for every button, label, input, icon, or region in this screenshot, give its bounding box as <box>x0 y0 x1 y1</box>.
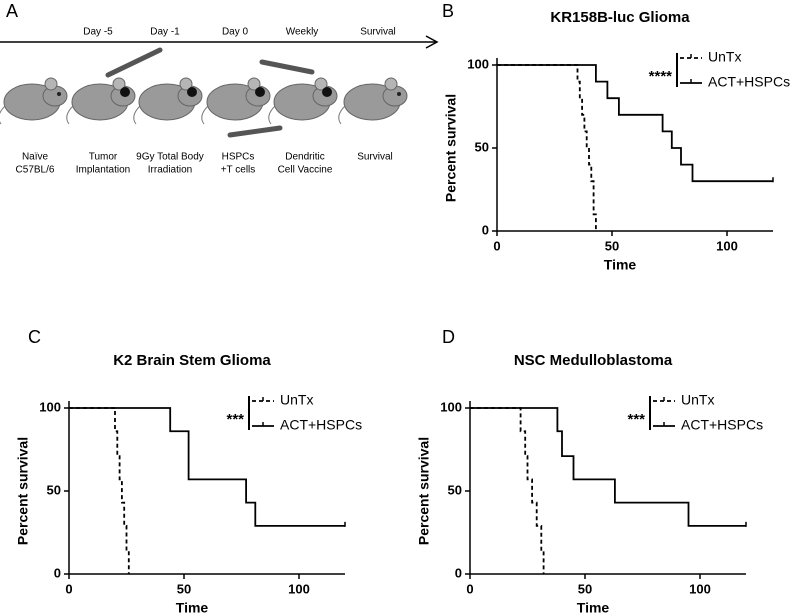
timeline-label: Day 0 <box>222 27 249 38</box>
timeline-label: Weekly <box>286 27 319 38</box>
mouse-ear <box>44 77 58 91</box>
x-tick-label: 100 <box>716 238 738 253</box>
step-label: 9Gy Total Body <box>136 152 204 163</box>
mouse-ear <box>384 77 398 91</box>
significance: *** <box>226 411 244 428</box>
mouse-tail <box>201 105 209 125</box>
mouse-tail <box>268 105 276 125</box>
step-label: Tumor <box>89 152 118 163</box>
tumor <box>187 87 197 97</box>
legend-label: ACT+HSPCs <box>681 417 763 433</box>
x-tick-label: 0 <box>466 581 473 596</box>
mouse-tail <box>66 105 74 125</box>
step-label: C57BL/6 <box>16 165 55 176</box>
x-tick-label: 0 <box>65 581 72 596</box>
mouse-ear <box>314 77 328 91</box>
syringe <box>227 125 283 138</box>
chart-title: KR158B-luc Glioma <box>550 9 690 26</box>
arrow-head <box>425 35 439 49</box>
tumor <box>322 87 332 97</box>
mouse-ear <box>247 77 261 91</box>
panel-label: D <box>442 327 455 347</box>
mouse-ear <box>179 77 193 91</box>
significance: **** <box>649 68 673 85</box>
x-tick-label: 100 <box>288 581 310 596</box>
y-axis-label: Percent survival <box>443 94 459 202</box>
legend-label: ACT+HSPCs <box>280 417 362 433</box>
x-tick-label: 100 <box>689 581 711 596</box>
x-tick-label: 50 <box>177 581 191 596</box>
legend-label: UnTx <box>681 392 714 408</box>
y-tick-label: 100 <box>39 399 61 414</box>
y-tick-label: 0 <box>54 565 61 580</box>
mouse-ear <box>112 77 126 91</box>
survival-curve <box>470 407 545 574</box>
timeline-label: Survival <box>360 27 396 38</box>
survival-curve <box>470 407 746 527</box>
x-axis-label: Time <box>176 600 209 616</box>
legend-label: UnTx <box>708 49 741 65</box>
mouse-eye <box>397 92 401 96</box>
mouse-tail <box>133 105 141 125</box>
y-tick-label: 50 <box>47 482 61 497</box>
y-axis-label: Percent survival <box>15 437 31 545</box>
legend-label: UnTx <box>280 392 313 408</box>
survival-curve <box>497 64 597 231</box>
legend-label: ACT+HSPCs <box>708 74 790 90</box>
step-label: Dendritic <box>285 152 324 163</box>
panel-label: A <box>6 1 18 21</box>
y-tick-label: 100 <box>440 399 462 414</box>
y-tick-label: 50 <box>448 482 462 497</box>
significance: *** <box>627 411 645 428</box>
x-tick-label: 50 <box>605 238 619 253</box>
step-label: Survival <box>357 152 393 163</box>
mouse-tail <box>338 105 346 125</box>
y-tick-label: 0 <box>455 565 462 580</box>
panel-label: B <box>442 1 454 21</box>
step-label: HSPCs <box>222 152 255 163</box>
syringe <box>105 47 163 78</box>
chart-title: NSC Medulloblastoma <box>514 352 673 369</box>
step-label: Implantation <box>76 165 130 176</box>
syringe <box>259 59 315 75</box>
y-tick-label: 50 <box>475 139 489 154</box>
survival-curve <box>69 407 345 527</box>
step-label: +T cells <box>221 165 256 176</box>
x-axis-label: Time <box>604 257 637 273</box>
step-label: Naïve <box>22 152 49 163</box>
timeline-label: Day -1 <box>150 27 180 38</box>
tumor <box>120 87 130 97</box>
survival-curve <box>497 64 773 183</box>
step-label: Cell Vaccine <box>278 165 333 176</box>
survival-curve <box>69 407 130 574</box>
step-label: Irradiation <box>148 165 192 176</box>
x-tick-label: 50 <box>578 581 592 596</box>
y-tick-label: 0 <box>482 222 489 237</box>
y-axis-label: Percent survival <box>416 437 432 545</box>
panel-label: C <box>28 327 41 347</box>
mouse-eye <box>57 92 61 96</box>
x-axis-label: Time <box>577 600 610 616</box>
mouse-tail <box>0 105 6 125</box>
y-tick-label: 100 <box>467 56 489 71</box>
chart-title: K2 Brain Stem Glioma <box>113 352 271 369</box>
x-tick-label: 0 <box>493 238 500 253</box>
timeline-label: Day -5 <box>83 27 113 38</box>
tumor <box>255 87 265 97</box>
